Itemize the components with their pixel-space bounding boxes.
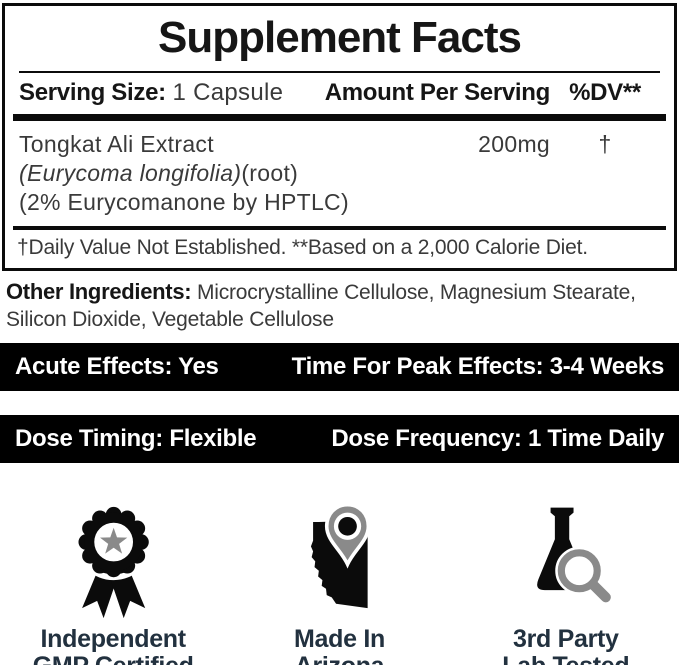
dose-timing-text: Dose Timing: Flexible <box>15 425 257 452</box>
badge-lab-line2: Lab Tested <box>502 653 629 665</box>
supplement-facts-panel: Supplement Facts Serving Size: 1 Capsule… <box>2 3 677 271</box>
badge-lab-line1: 3rd Party <box>512 625 619 653</box>
amount-per-serving-header: Amount Per Serving <box>324 79 551 106</box>
ingredient-name: Tongkat Ali Extract <box>19 131 214 157</box>
badge-gmp-line1: Independent <box>40 625 187 653</box>
badge-arizona: Made In Arizona <box>226 499 452 665</box>
badge-arizona-line2: Arizona <box>294 653 385 665</box>
badge-gmp-caption: Independent GMP Certified <box>33 626 194 665</box>
peak-effects-text: Time For Peak Effects: 3-4 Weeks <box>291 353 665 380</box>
acute-effects-text: Acute Effects: Yes <box>15 353 219 380</box>
serving-header-row: Serving Size: 1 Capsule Amount Per Servi… <box>17 73 662 114</box>
serving-size-value: 1 Capsule <box>172 79 284 106</box>
badge-gmp-line2: GMP Certified <box>33 653 194 665</box>
flask-magnifier-icon <box>537 507 612 603</box>
other-ingredients-value: Microcrystalline Cellulose, Magnesium St… <box>6 281 636 331</box>
badge-lab: 3rd Party Lab Tested <box>453 499 679 665</box>
ingredient-amount: 200mg <box>478 131 550 157</box>
supplement-label-page: Supplement Facts Serving Size: 1 Capsule… <box>0 3 679 665</box>
serving-size-label: Serving Size: <box>19 79 166 106</box>
percent-dv-header: %DV** <box>569 79 641 106</box>
arizona-map-pin-icon <box>310 502 370 609</box>
divider-heavy <box>13 114 666 121</box>
badge-arizona-line1: Made In <box>294 625 385 653</box>
ingredient-block: Tongkat Ali Extract 200mg † (Eurycoma lo… <box>17 121 662 226</box>
dose-frequency-text: Dose Frequency: 1 Time Daily <box>331 425 664 452</box>
divider-mid <box>13 226 666 230</box>
dv-footnote: †Daily Value Not Established. **Based on… <box>17 236 588 259</box>
ingredient-latin: (Eurycoma longifolia) <box>19 160 242 186</box>
panel-title: Supplement Facts <box>158 13 522 62</box>
ingredient-latin-line: (Eurycoma longifolia)(root) <box>19 159 660 188</box>
serving-size: Serving Size: 1 Capsule <box>19 79 325 107</box>
other-ingredients-label: Other Ingredients: <box>6 279 192 304</box>
badge-gmp: Independent GMP Certified <box>0 499 226 665</box>
badge-lab-caption: 3rd Party Lab Tested <box>502 626 629 665</box>
badges-row: Independent GMP Certified Made In Arizon… <box>0 499 679 665</box>
divider-thin <box>19 71 660 73</box>
ingredient-part: (root) <box>241 160 299 186</box>
gmp-rosette-icon <box>75 504 152 619</box>
ingredient-row: Tongkat Ali Extract 200mg † <box>19 130 660 159</box>
ingredient-standardization: (2% Eurycomanone by HPTLC) <box>19 189 349 215</box>
other-ingredients: Other Ingredients: Microcrystalline Cell… <box>6 278 673 333</box>
badge-arizona-caption: Made In Arizona <box>294 626 385 665</box>
ingredient-dv: † <box>598 131 612 157</box>
info-bar-dose: Dose Timing: Flexible Dose Frequency: 1 … <box>0 415 679 463</box>
info-bar-effects: Acute Effects: Yes Time For Peak Effects… <box>0 343 679 391</box>
